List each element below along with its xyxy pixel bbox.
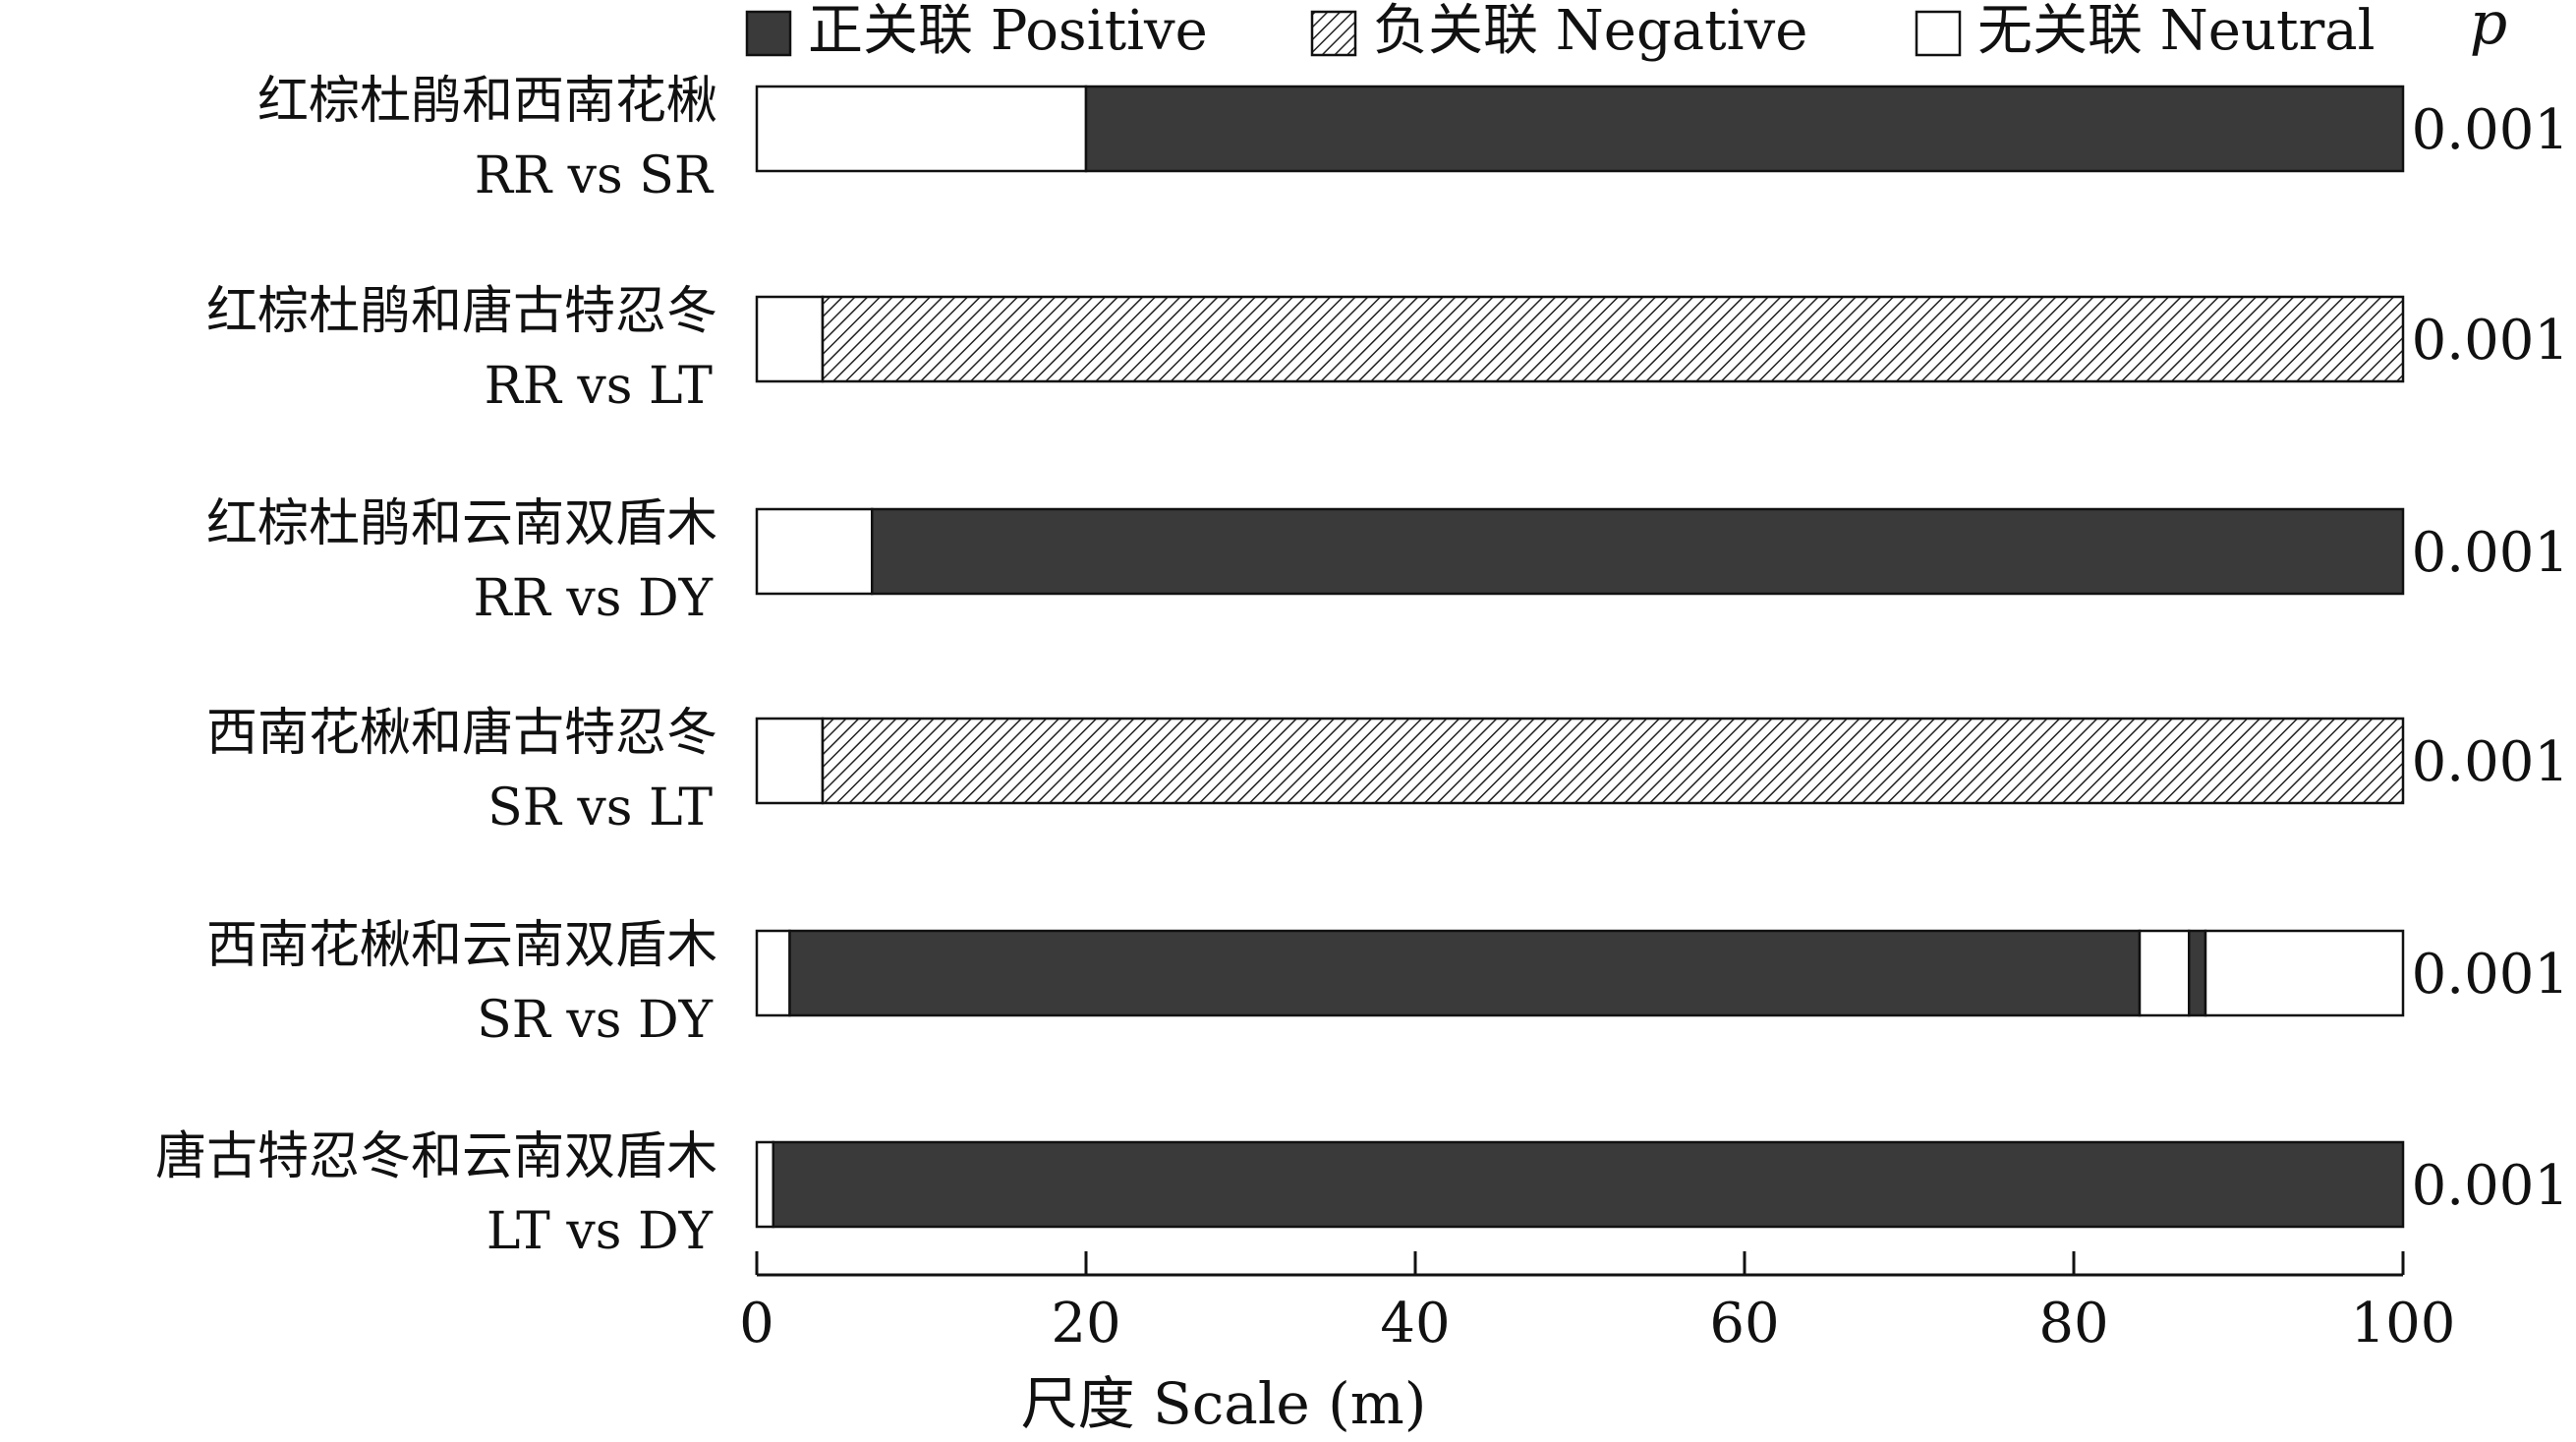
legend-label-positive: 正关联 Positive — [808, 0, 1208, 63]
x-tick-label: 20 — [1051, 1292, 1120, 1355]
bar-segment-neutral — [2204, 929, 2405, 1017]
bar-segment-neutral — [755, 1140, 774, 1229]
x-tick-label: 0 — [739, 1292, 774, 1355]
legend-item-positive: 正关联 Positive — [745, 0, 1208, 63]
bar-segment-negative — [821, 295, 2405, 383]
legend: 正关联 Positive 负关联 Negative 无关联 Neutral — [745, 0, 2376, 63]
bar-segment-neutral — [755, 507, 874, 596]
row-label-cn: 唐古特忍冬和云南双盾木 — [155, 1127, 717, 1186]
bar-segment-positive — [871, 507, 2405, 596]
bar-row: 西南花楸和云南双盾木 SR vs DY 0.001 — [206, 916, 2569, 1050]
legend-label-neutral: 无关联 Neutral — [1977, 0, 2376, 63]
bar-row: 红棕杜鹃和云南双盾木 RR vs DY 0.001 — [206, 494, 2569, 628]
x-tick-label: 100 — [2351, 1292, 2456, 1355]
bar-segment-positive — [2188, 929, 2207, 1017]
bar-row: 唐古特忍冬和云南双盾木 LT vs DY 0.001 — [155, 1127, 2569, 1261]
bar-segment-neutral — [2138, 929, 2191, 1017]
legend-label-negative: 负关联 Negative — [1373, 0, 1807, 63]
bar-row: 西南花楸和唐古特忍冬 SR vs LT 0.001 — [206, 704, 2569, 837]
legend-item-negative: 负关联 Negative — [1310, 0, 1807, 63]
p-value-header: p — [2470, 0, 2507, 58]
p-value: 0.001 — [2412, 730, 2569, 794]
legend-swatch-negative — [1310, 10, 1357, 57]
x-tick-label: 40 — [1380, 1292, 1450, 1355]
legend-item-neutral: 无关联 Neutral — [1915, 0, 2376, 63]
p-value: 0.001 — [2412, 1154, 2569, 1218]
row-label-en: SR vs DY — [477, 991, 714, 1050]
row-label-cn: 红棕杜鹃和云南双盾木 — [206, 494, 717, 553]
row-label-en: RR vs SR — [475, 146, 715, 205]
bar-rows: 红棕杜鹃和西南花楸 RR vs SR 0.001 红棕杜鹃和唐古特忍冬 RR vs LT… — [155, 72, 2569, 1261]
x-tick-label: 60 — [1709, 1292, 1779, 1355]
legend-swatch-neutral — [1915, 10, 1962, 57]
row-label-en: SR vs LT — [487, 779, 713, 837]
row-label-cn: 红棕杜鹃和唐古特忍冬 — [206, 282, 717, 341]
x-axis: 0 20 40 60 80 100 — [739, 1251, 2455, 1355]
bar-row: 红棕杜鹃和西南花楸 RR vs SR 0.001 — [258, 72, 2569, 205]
bar-segment-neutral — [755, 85, 1088, 173]
bar-segment-neutral — [755, 929, 791, 1017]
row-label-en: RR vs DY — [474, 569, 714, 628]
bar-segment-positive — [1084, 85, 2405, 173]
p-value: 0.001 — [2412, 943, 2569, 1007]
bar-segment-neutral — [755, 295, 825, 383]
row-label-cn: 西南花楸和云南双盾木 — [206, 916, 717, 975]
x-tick-label: 80 — [2038, 1292, 2108, 1355]
row-label-en: LT vs DY — [487, 1202, 714, 1261]
bar-row: 红棕杜鹃和唐古特忍冬 RR vs LT 0.001 — [206, 282, 2569, 416]
legend-swatch-positive — [745, 10, 792, 57]
bar-segment-negative — [821, 717, 2405, 805]
row-label-cn: 西南花楸和唐古特忍冬 — [206, 704, 717, 763]
row-label-cn: 红棕杜鹃和西南花楸 — [258, 72, 717, 131]
bar-segment-positive — [772, 1140, 2405, 1229]
p-value: 0.001 — [2412, 98, 2569, 162]
bar-segment-neutral — [755, 717, 825, 805]
row-label-en: RR vs LT — [485, 357, 714, 416]
x-axis-title: 尺度 Scale (m) — [1021, 1370, 1427, 1437]
p-value: 0.001 — [2412, 521, 2569, 585]
bar-segment-positive — [788, 929, 2142, 1017]
p-value: 0.001 — [2412, 309, 2569, 373]
